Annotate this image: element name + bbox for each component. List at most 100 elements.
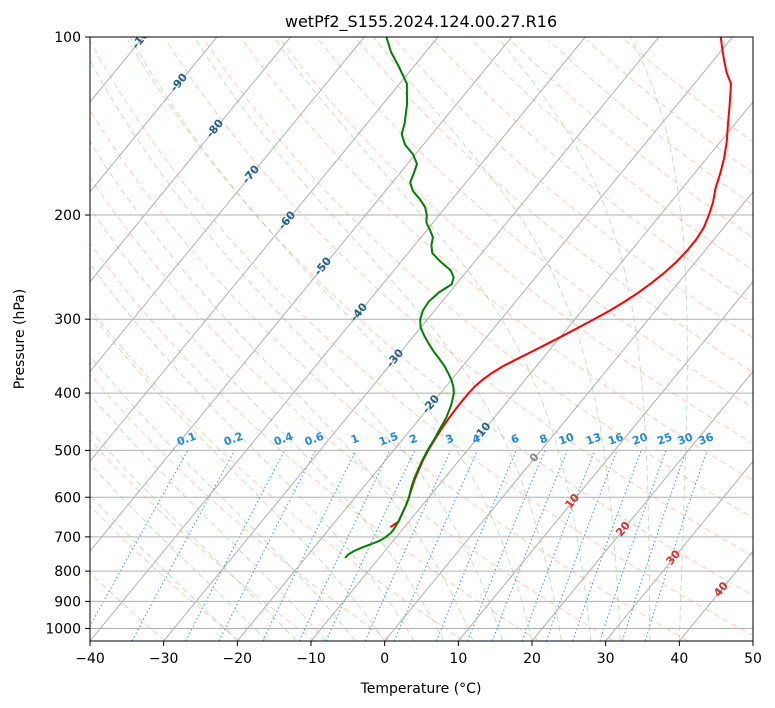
x-axis: −40 −30 −20 −10 0 10 20 30 40 50 — [75, 641, 762, 667]
mixing-ratio-label: 0.4 — [272, 430, 295, 449]
mixing-ratio-line — [131, 450, 236, 641]
moist-adiabat — [90, 59, 503, 641]
dry-adiabat — [203, 39, 753, 519]
isotherm-line — [90, 37, 439, 463]
mixing-ratio-line — [435, 450, 517, 641]
mixing-ratio-line — [393, 450, 478, 641]
mixing-ratio-line — [521, 450, 596, 641]
isotherm-line — [752, 640, 753, 641]
isotherm-line — [90, 37, 218, 193]
y-tick-label: 800 — [54, 564, 81, 580]
mixing-ratio-label: 8 — [538, 432, 550, 447]
dry-adiabat — [90, 109, 689, 641]
dry-adiabat — [624, 39, 753, 143]
y-tick-label: 500 — [54, 443, 81, 459]
dry-adiabat — [90, 373, 390, 641]
mixing-ratio-line — [298, 450, 391, 641]
dry-adiabat — [242, 39, 753, 481]
mixing-ratio-label: 20 — [631, 430, 650, 448]
y-axis-label: Pressure (hPa) — [12, 289, 28, 389]
y-tick-label: 1000 — [45, 621, 81, 637]
isotherm-line — [605, 460, 753, 641]
isotherm-line — [384, 191, 753, 641]
chart-title: wetPf2_S155.2024.124.00.27.R16 — [285, 12, 557, 32]
y-tick-label: 100 — [54, 30, 81, 46]
y-tick-label: 300 — [54, 312, 81, 328]
moist-adiabat — [272, 37, 592, 641]
mixing-ratio-label: 4 — [470, 432, 482, 447]
mixing-ratio-label: 1 — [349, 432, 361, 447]
y-axis: 1000 900 800 700 600 500 400 300 200 100 — [45, 30, 90, 637]
isotherm-line — [90, 37, 512, 552]
y-tick-label: 600 — [54, 490, 81, 506]
mixing-ratio-label: 0.2 — [222, 430, 245, 449]
isotherm-line — [236, 37, 733, 641]
mixing-ratio-line — [572, 450, 642, 641]
isotherm-line — [90, 37, 291, 283]
mixing-ratio-line — [491, 450, 568, 641]
dry-adiabat — [90, 439, 315, 641]
mixing-ratio-label: 3 — [444, 432, 456, 447]
mixing-ratio-line — [644, 450, 708, 641]
mixing-ratio-label: 1.5 — [377, 430, 400, 449]
moist-adiabat — [630, 37, 688, 641]
moist-adiabat — [90, 429, 297, 641]
moist-adiabat — [90, 463, 268, 641]
mixing-ratio-label: 2 — [408, 432, 420, 447]
mixing-ratio-label: 10 — [557, 430, 576, 448]
dry-adiabat — [433, 39, 753, 305]
mixing-ratio-label: 36 — [697, 430, 716, 448]
grid-lines — [0, 37, 753, 641]
mixing-ratio-label: 6 — [509, 432, 521, 447]
x-tick-label: −40 — [75, 651, 105, 667]
x-tick-label: −10 — [296, 651, 326, 667]
moist-adiabat — [90, 263, 415, 641]
plot-frame — [89, 36, 754, 642]
dry-adiabat — [127, 39, 753, 597]
x-tick-label: 40 — [670, 651, 688, 667]
dry-adiabat — [280, 39, 753, 445]
x-tick-label: −30 — [149, 651, 179, 667]
dewpoint-profile-line — [344, 37, 455, 559]
isotherm-line — [90, 37, 365, 373]
moist-adiabat — [129, 37, 533, 641]
x-tick-label: 30 — [597, 651, 615, 667]
dry-adiabat — [90, 176, 614, 641]
y-tick-label: 700 — [54, 530, 81, 546]
isotherm-line — [90, 37, 586, 641]
mixing-ratio-label: 13 — [584, 430, 603, 447]
dry-adiabat — [509, 39, 753, 239]
profile-lines — [344, 37, 733, 559]
dry-adiabat — [471, 39, 753, 271]
isotherm-line — [0, 37, 70, 641]
mixing-ratio-line — [218, 450, 316, 641]
x-tick-label: 0 — [380, 651, 389, 667]
y-tick-label: 900 — [54, 594, 81, 610]
plot-area: -100-90-80-70-60-50-40-30-20-10010203040… — [0, 37, 753, 641]
isotherm-line — [163, 37, 660, 641]
dry-adiabat — [318, 39, 753, 409]
isotherm-line — [531, 370, 753, 641]
mixing-ratio-line — [364, 450, 452, 641]
mixing-ratio-label: 30 — [676, 430, 695, 448]
mixing-ratio-label: 25 — [655, 430, 674, 447]
x-axis-label: Temperature (°C) — [360, 681, 482, 697]
y-tick-label: 200 — [54, 208, 81, 224]
mixing-ratio-line — [467, 450, 546, 641]
mixing-ratio-line — [90, 450, 189, 628]
mixing-ratio-line — [621, 450, 687, 641]
y-tick-label: 400 — [54, 386, 81, 402]
x-tick-label: 10 — [449, 651, 467, 667]
mixing-ratio-label: 0.1 — [175, 430, 198, 449]
mixing-ratio-line — [262, 450, 357, 641]
line-annotations: -100-90-80-70-60-50-40-30-20-10010203040… — [129, 37, 731, 599]
x-tick-label: 20 — [523, 651, 541, 667]
moist-adiabat — [90, 207, 445, 641]
mixing-ratio-line — [545, 450, 618, 641]
moist-adiabat — [90, 140, 474, 641]
dry-adiabat — [165, 39, 753, 557]
moist-adiabat — [90, 494, 238, 641]
moist-adiabat — [496, 37, 651, 641]
moist-adiabat — [193, 37, 562, 641]
